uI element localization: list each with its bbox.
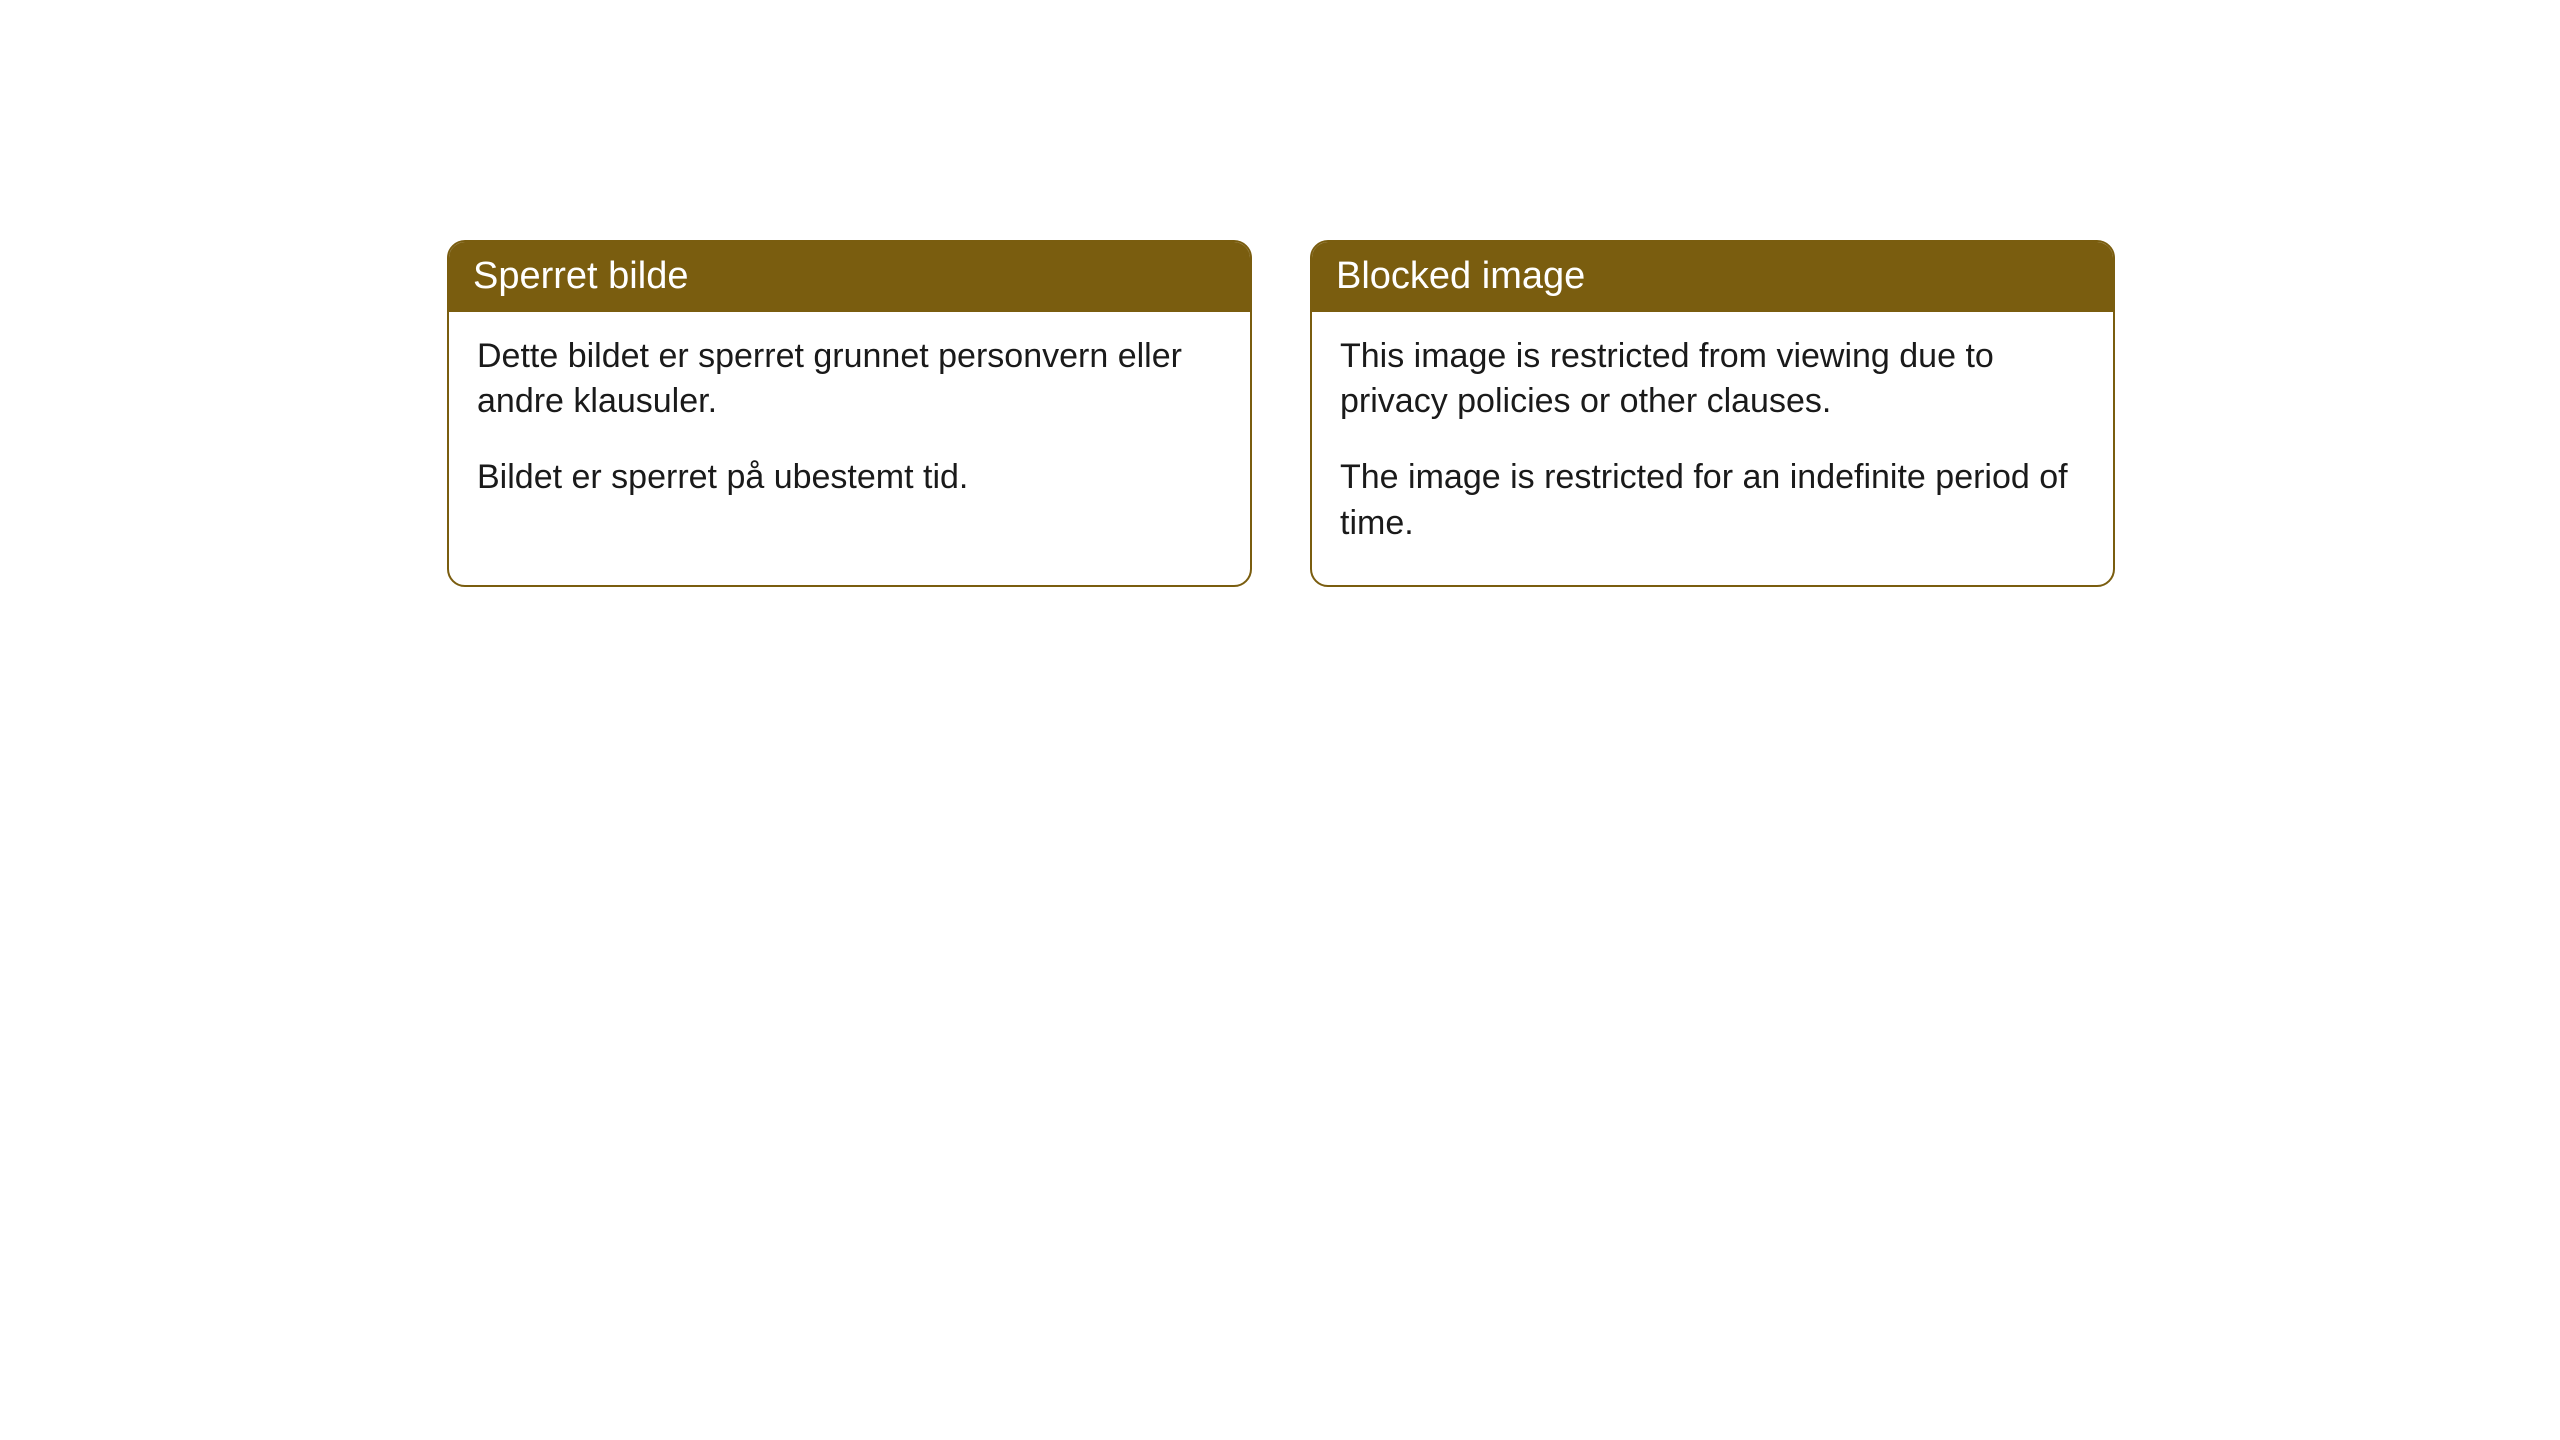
card-paragraph: The image is restricted for an indefinit… bbox=[1340, 455, 2085, 547]
card-paragraph: Bildet er sperret på ubestemt tid. bbox=[477, 455, 1222, 501]
blocked-image-card-english: Blocked image This image is restricted f… bbox=[1310, 240, 2115, 587]
card-header-english: Blocked image bbox=[1312, 242, 2113, 312]
card-body-norwegian: Dette bildet er sperret grunnet personve… bbox=[449, 312, 1250, 540]
notice-container: Sperret bilde Dette bildet er sperret gr… bbox=[447, 240, 2115, 587]
card-paragraph: Dette bildet er sperret grunnet personve… bbox=[477, 334, 1222, 426]
card-header-norwegian: Sperret bilde bbox=[449, 242, 1250, 312]
blocked-image-card-norwegian: Sperret bilde Dette bildet er sperret gr… bbox=[447, 240, 1252, 587]
card-paragraph: This image is restricted from viewing du… bbox=[1340, 334, 2085, 426]
card-body-english: This image is restricted from viewing du… bbox=[1312, 312, 2113, 586]
